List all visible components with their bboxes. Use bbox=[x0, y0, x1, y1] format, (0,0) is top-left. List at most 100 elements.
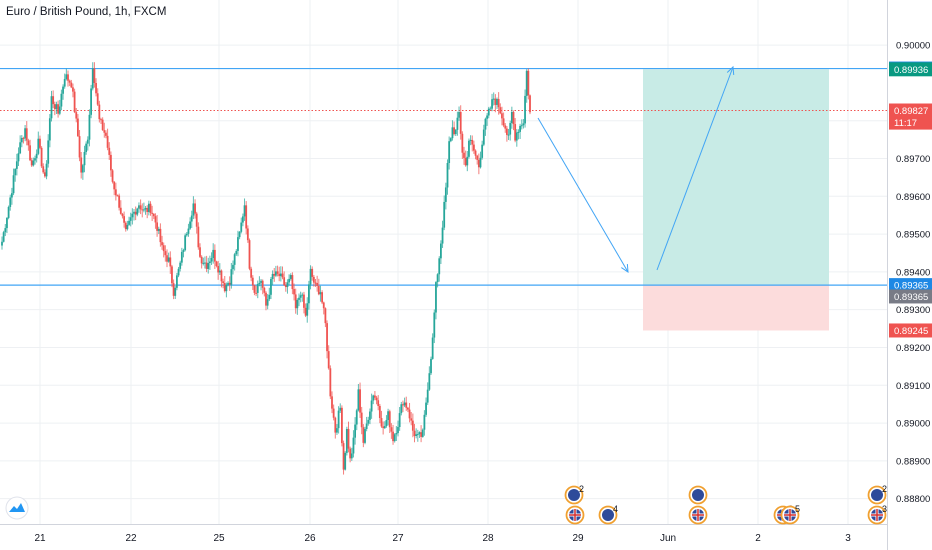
candle bbox=[123, 211, 125, 228]
price-badge-label: 0.89245 bbox=[894, 326, 928, 337]
candle-body bbox=[80, 157, 83, 173]
candle-body bbox=[29, 145, 31, 161]
uk-flag-icon[interactable] bbox=[565, 505, 585, 525]
candle-body bbox=[405, 402, 408, 408]
candle bbox=[329, 365, 332, 400]
candle-body bbox=[162, 245, 165, 252]
candle bbox=[525, 69, 528, 103]
candle-body bbox=[39, 138, 41, 148]
x-tick-label: 21 bbox=[34, 533, 46, 544]
candle-body bbox=[349, 448, 352, 459]
candle bbox=[35, 149, 38, 163]
candle-body bbox=[268, 294, 271, 300]
candle-body bbox=[461, 133, 464, 153]
candle bbox=[19, 135, 22, 155]
candle-body bbox=[195, 213, 198, 227]
price-badges: 0.899380.899360.8982711:170.893650.89365… bbox=[889, 61, 932, 338]
candle bbox=[327, 345, 330, 370]
price-badge: 0.89245 bbox=[889, 323, 932, 338]
price-badge: 0.89365 bbox=[889, 289, 932, 304]
eu-flag-icon[interactable]: 2 bbox=[867, 484, 888, 505]
candle-body bbox=[497, 98, 500, 108]
uk-flag-icon[interactable]: 3 bbox=[867, 504, 888, 525]
price-badge: 0.89365 bbox=[889, 278, 932, 293]
candle-body bbox=[449, 138, 452, 142]
uk-flag-icon[interactable]: 5 bbox=[780, 504, 801, 525]
candle-body bbox=[185, 233, 188, 236]
uk-flag-icon[interactable] bbox=[688, 505, 708, 525]
price-badge-label: 0.89365 bbox=[894, 281, 928, 292]
candle-body bbox=[347, 428, 350, 449]
candle bbox=[398, 406, 401, 431]
candle-body bbox=[408, 409, 411, 419]
tradingview-logo[interactable] bbox=[5, 496, 29, 520]
horizontal-lines[interactable] bbox=[0, 67, 887, 286]
candle bbox=[48, 114, 51, 148]
candle-body bbox=[230, 269, 233, 285]
candle-body bbox=[4, 228, 7, 233]
candle-body bbox=[151, 212, 154, 214]
candle-body bbox=[251, 277, 254, 286]
eu-flag-icon[interactable]: 2 bbox=[564, 484, 585, 505]
candle-body bbox=[385, 419, 388, 427]
eu-flag-icon[interactable] bbox=[688, 485, 708, 505]
candle-body bbox=[415, 434, 418, 437]
candle-body bbox=[296, 299, 299, 309]
candle bbox=[17, 147, 20, 166]
down-arrow[interactable] bbox=[537, 117, 629, 273]
candle-body bbox=[365, 423, 368, 429]
candle bbox=[90, 84, 92, 119]
candle-body bbox=[398, 413, 401, 428]
candle-body bbox=[430, 358, 432, 374]
candle-body bbox=[360, 412, 363, 428]
candle-body bbox=[453, 127, 455, 135]
candle bbox=[487, 106, 490, 119]
candle-body bbox=[275, 271, 277, 276]
candle-body bbox=[197, 226, 200, 248]
candle bbox=[126, 220, 129, 231]
candle-body bbox=[53, 104, 56, 110]
candle bbox=[370, 393, 373, 419]
candle-body bbox=[45, 163, 48, 177]
candle-body bbox=[96, 93, 99, 105]
candle bbox=[77, 114, 79, 138]
candle-body bbox=[476, 155, 479, 160]
candle bbox=[223, 275, 226, 293]
eu-flag-icon[interactable]: 4 bbox=[598, 504, 619, 525]
price-badge-label: 0.89365 bbox=[894, 292, 928, 303]
x-tick-label: 3 bbox=[845, 533, 851, 544]
candle bbox=[161, 235, 163, 250]
candle-body bbox=[171, 266, 173, 284]
candle-body bbox=[431, 337, 434, 359]
candle-body bbox=[306, 303, 309, 316]
candle bbox=[344, 451, 347, 471]
economic-events[interactable]: 242523 bbox=[564, 484, 888, 525]
candle bbox=[47, 134, 50, 168]
candle-body bbox=[317, 285, 320, 295]
candle bbox=[134, 206, 137, 221]
candle bbox=[326, 320, 328, 359]
candle bbox=[296, 298, 299, 315]
candle-body bbox=[108, 147, 111, 155]
candle bbox=[477, 153, 480, 175]
candle bbox=[529, 94, 531, 115]
x-tick-label: 25 bbox=[213, 533, 225, 544]
candle-body bbox=[169, 257, 172, 267]
candle bbox=[256, 280, 259, 299]
eu-flag bbox=[692, 489, 704, 501]
candle bbox=[448, 136, 451, 170]
candle-body bbox=[37, 138, 40, 154]
up-arrow[interactable] bbox=[656, 65, 735, 271]
candle bbox=[200, 255, 203, 269]
candle-body bbox=[303, 294, 305, 308]
forecast-arrows[interactable] bbox=[537, 65, 735, 273]
candle-body bbox=[443, 201, 446, 228]
candle-body bbox=[426, 389, 429, 403]
candle bbox=[265, 291, 267, 311]
candle bbox=[430, 356, 432, 376]
candle-body bbox=[492, 98, 495, 100]
candle-body bbox=[375, 397, 378, 401]
candle bbox=[299, 291, 302, 303]
candle-body bbox=[400, 404, 403, 414]
